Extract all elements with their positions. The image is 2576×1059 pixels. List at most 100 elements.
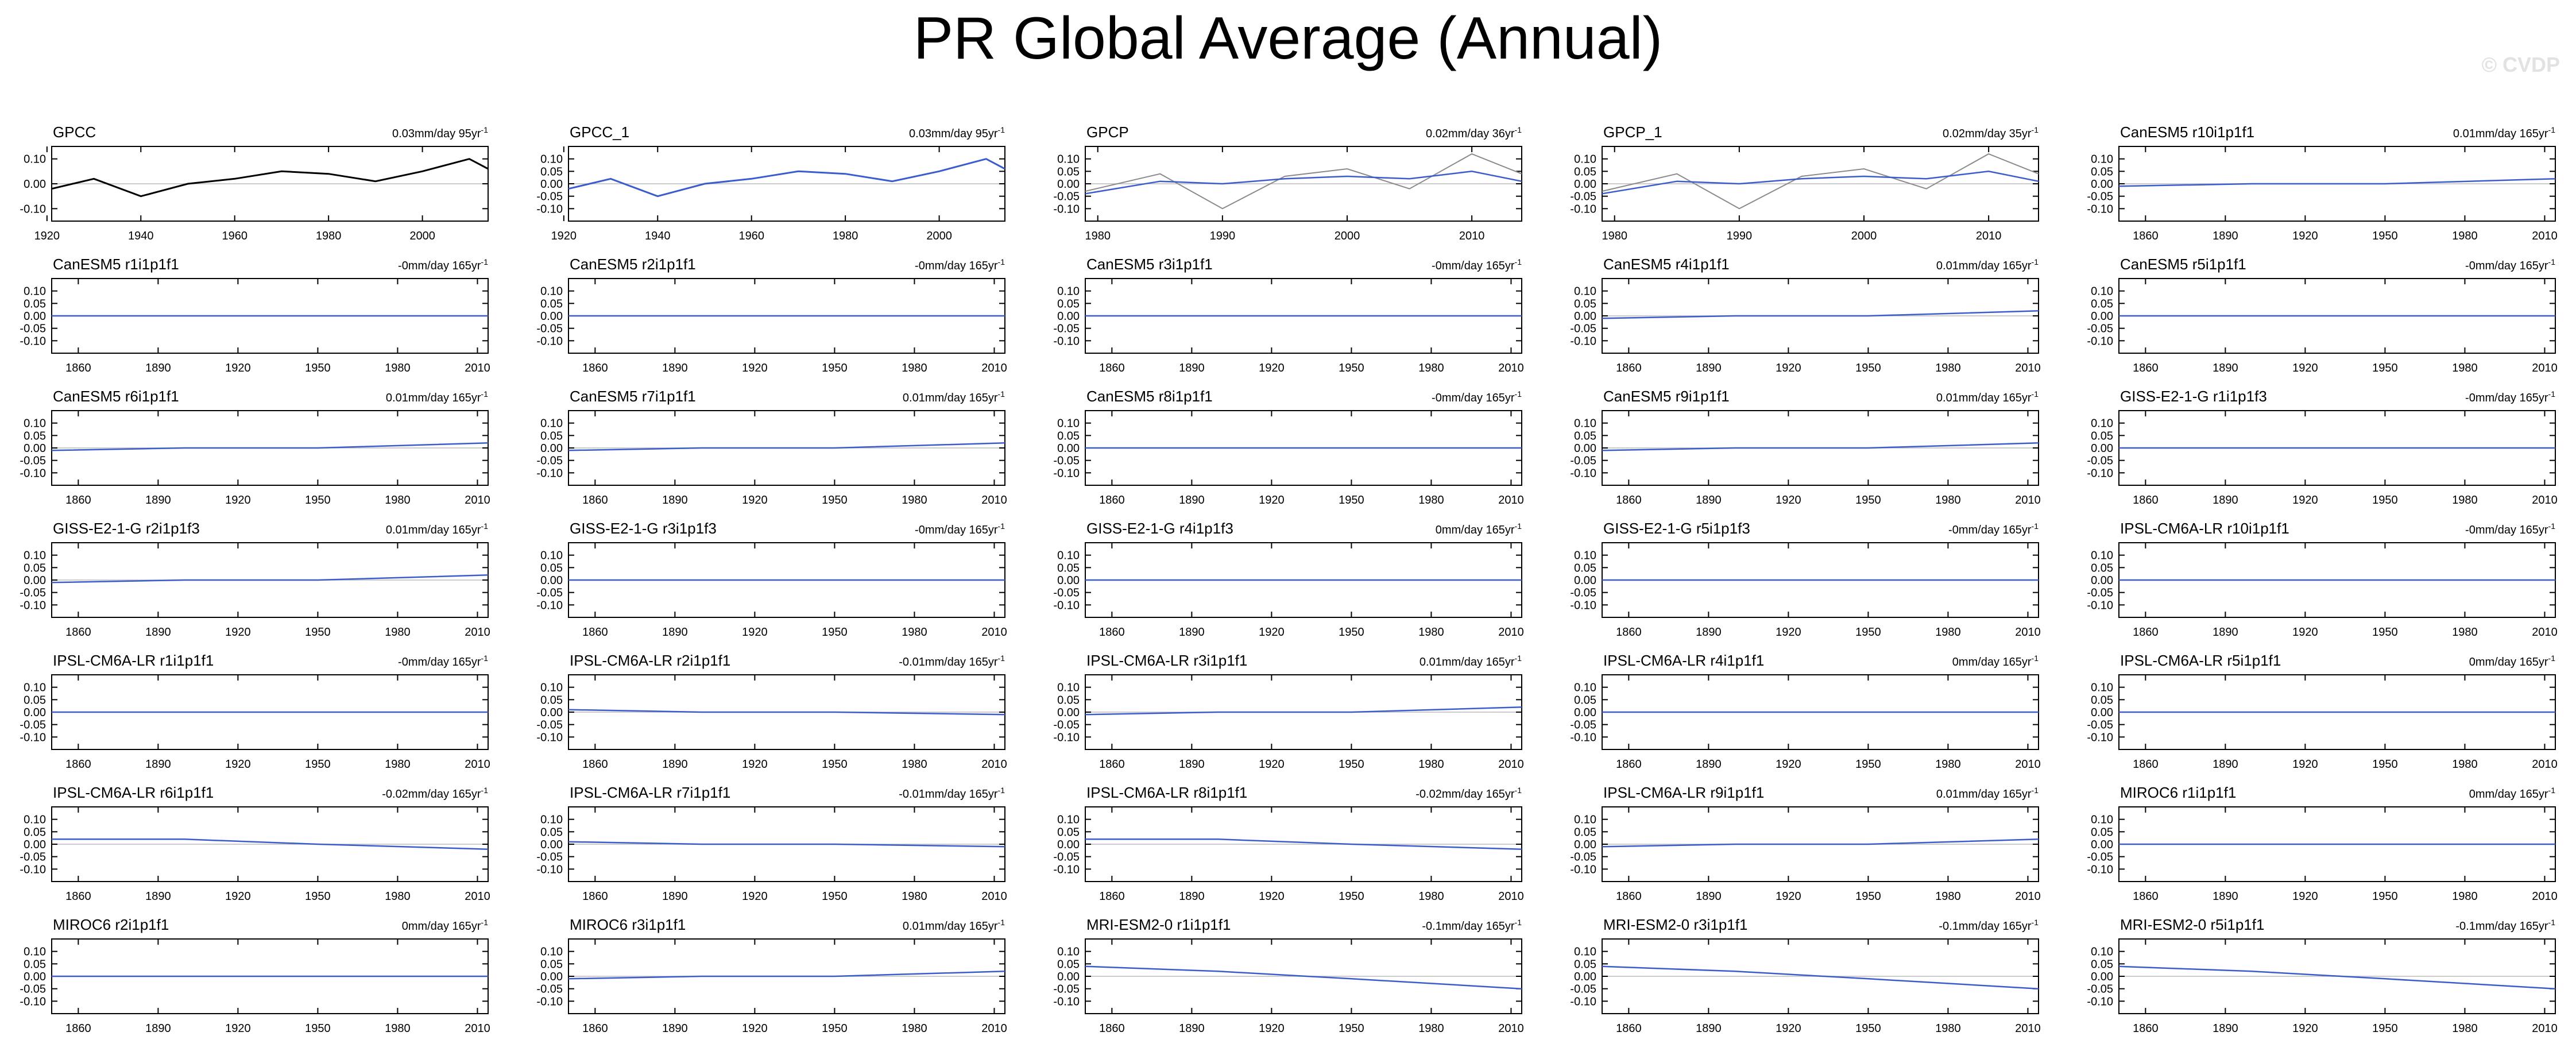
y-tick-label: -0.05 — [1053, 851, 1080, 864]
y-tick-label: -0.10 — [1570, 203, 1596, 215]
trend-label: 0.01mm/day 165yr-1 — [1936, 389, 2039, 404]
y-tick-label: -0.10 — [2087, 995, 2113, 1008]
y-tick-label: 0.10 — [2091, 682, 2113, 694]
x-tick-label: 1920 — [1259, 494, 1285, 507]
y-tick-label: -0.05 — [536, 455, 563, 467]
x-tick-label: 2010 — [981, 494, 1007, 507]
x-tick-label: 1950 — [2372, 758, 2398, 771]
y-tick-label: 0.00 — [540, 310, 563, 323]
panel-title: CanESM5 r5i1p1f1 — [2120, 256, 2246, 273]
chart-panel: 0.100.050.00-0.05-0.10 1860 1890 1920 1950 19… — [536, 520, 1007, 639]
y-tick-label: 0.00 — [540, 574, 563, 587]
x-tick-label: 1950 — [305, 626, 331, 639]
x-tick-label: 1980 — [1935, 362, 1961, 374]
x-tick-label: 1890 — [2213, 230, 2238, 242]
x-tick-label: 2010 — [2532, 230, 2558, 242]
y-tick-label: -0.05 — [20, 983, 46, 996]
chart-panel: 0.100.050.00-0.05-0.10 1860 1890 1920 1950 19… — [2087, 256, 2557, 374]
panel-title: IPSL-CM6A-LR r8i1p1f1 — [1086, 784, 1247, 801]
y-tick-label: -0.05 — [1570, 191, 1596, 203]
x-tick-label: 1920 — [742, 626, 768, 639]
y-tick-label: 0.00 — [1574, 838, 1596, 851]
y-tick-label: 0.00 — [24, 971, 46, 983]
trend-label: 0.01mm/day 165yr-1 — [1936, 257, 2039, 272]
x-tick-label: 1950 — [1855, 758, 1881, 771]
x-tick-label: 1950 — [2372, 626, 2398, 639]
x-tick-label: 1890 — [1696, 626, 1722, 639]
x-tick-label: 2010 — [1498, 362, 1524, 374]
x-tick-label: 1920 — [2292, 362, 2318, 374]
panel-title: IPSL-CM6A-LR r2i1p1f1 — [570, 652, 730, 669]
x-tick-label: 1980 — [1418, 758, 1444, 771]
chart-panel: 0.100.050.00-0.05-0.10 1860 1890 1920 1950 19… — [20, 916, 490, 1035]
series-line — [51, 158, 489, 198]
x-tick-label: 1980 — [2452, 758, 2478, 771]
y-tick-label: 0.05 — [540, 562, 563, 574]
y-tick-label: 0.10 — [1574, 946, 1596, 958]
x-tick-label: 1890 — [1696, 362, 1722, 374]
trend-label: -0.02mm/day 165yr-1 — [382, 786, 488, 801]
y-tick-label: 0.00 — [540, 706, 563, 719]
y-tick-label: -0.10 — [1053, 995, 1080, 1008]
x-tick-label: 1860 — [1616, 494, 1642, 507]
x-tick-label: 1860 — [582, 1022, 608, 1035]
panel-title: MIROC6 r2i1p1f1 — [53, 916, 169, 933]
y-tick-label: -0.10 — [1053, 335, 1080, 347]
trend-label: 0mm/day 165yr-1 — [1436, 521, 1522, 536]
x-tick-label: 1890 — [662, 890, 688, 903]
series-line — [1602, 171, 2039, 195]
x-tick-label: 1890 — [1696, 494, 1722, 507]
panel-title: IPSL-CM6A-LR r6i1p1f1 — [53, 784, 214, 801]
y-tick-label: 0.10 — [2091, 418, 2113, 430]
x-tick-label: 1890 — [1696, 1022, 1722, 1035]
x-tick-label: 1890 — [662, 362, 688, 374]
x-tick-label: 2010 — [465, 758, 490, 771]
panel-title: MRI-ESM2-0 r3i1p1f1 — [1603, 916, 1747, 933]
x-tick-label: 1950 — [1339, 758, 1364, 771]
x-tick-label: 1920 — [1776, 494, 1801, 507]
x-tick-label: 1920 — [2292, 230, 2318, 242]
panel-title: GISS-E2-1-G r2i1p1f3 — [53, 520, 200, 537]
x-tick-label: 2010 — [981, 626, 1007, 639]
chart-panel: 0.100.050.00-0.05-0.10 1980 1990 2000 2010 GP… — [1053, 123, 1522, 242]
y-tick-label: -0.05 — [20, 587, 46, 600]
x-tick-label: 2010 — [2532, 890, 2558, 903]
panel-title: MRI-ESM2-0 r5i1p1f1 — [2120, 916, 2264, 933]
y-tick-label: -0.05 — [20, 323, 46, 335]
y-tick-label: 0.05 — [540, 694, 563, 706]
y-tick-label: 0.05 — [24, 430, 46, 442]
x-tick-label: 2000 — [926, 230, 952, 242]
y-tick-label: 0.10 — [540, 682, 563, 694]
x-tick-label: 1920 — [1259, 758, 1285, 771]
x-tick-label: 2010 — [1498, 1022, 1524, 1035]
panel-title: GPCC_1 — [570, 123, 629, 141]
y-tick-label: 0.10 — [24, 550, 46, 562]
x-tick-label: 1920 — [1776, 362, 1801, 374]
panel-title: GISS-E2-1-G r5i1p1f3 — [1603, 520, 1750, 537]
y-tick-label: -0.05 — [1053, 455, 1080, 467]
x-tick-label: 1920 — [742, 890, 768, 903]
x-tick-label: 1950 — [1339, 890, 1364, 903]
x-tick-label: 1860 — [1616, 626, 1642, 639]
y-tick-label: -0.05 — [1053, 191, 1080, 203]
x-tick-label: 2010 — [1498, 494, 1524, 507]
y-tick-label: -0.05 — [536, 719, 563, 732]
trend-label: -0.01mm/day 165yr-1 — [899, 654, 1005, 668]
x-tick-label: 1860 — [2133, 494, 2159, 507]
x-tick-label: 1980 — [1418, 1022, 1444, 1035]
x-tick-label: 2010 — [465, 890, 490, 903]
x-tick-label: 1920 — [742, 362, 768, 374]
panel-title: GPCC — [53, 123, 96, 141]
y-tick-label: -0.10 — [536, 731, 563, 744]
x-tick-label: 1980 — [1418, 626, 1444, 639]
trend-label: 0.02mm/day 36yr-1 — [1426, 125, 1522, 140]
y-tick-label: -0.05 — [536, 191, 563, 203]
trend-label: -0mm/day 165yr-1 — [1432, 257, 1522, 272]
x-tick-label: 1890 — [145, 362, 171, 374]
x-tick-label: 1860 — [1616, 362, 1642, 374]
y-tick-label: -0.10 — [536, 467, 563, 480]
x-tick-label: 1950 — [2372, 1022, 2398, 1035]
y-tick-label: 0.05 — [2091, 562, 2113, 574]
x-tick-label: 2000 — [1851, 230, 1877, 242]
panel-title: CanESM5 r6i1p1f1 — [53, 388, 179, 405]
